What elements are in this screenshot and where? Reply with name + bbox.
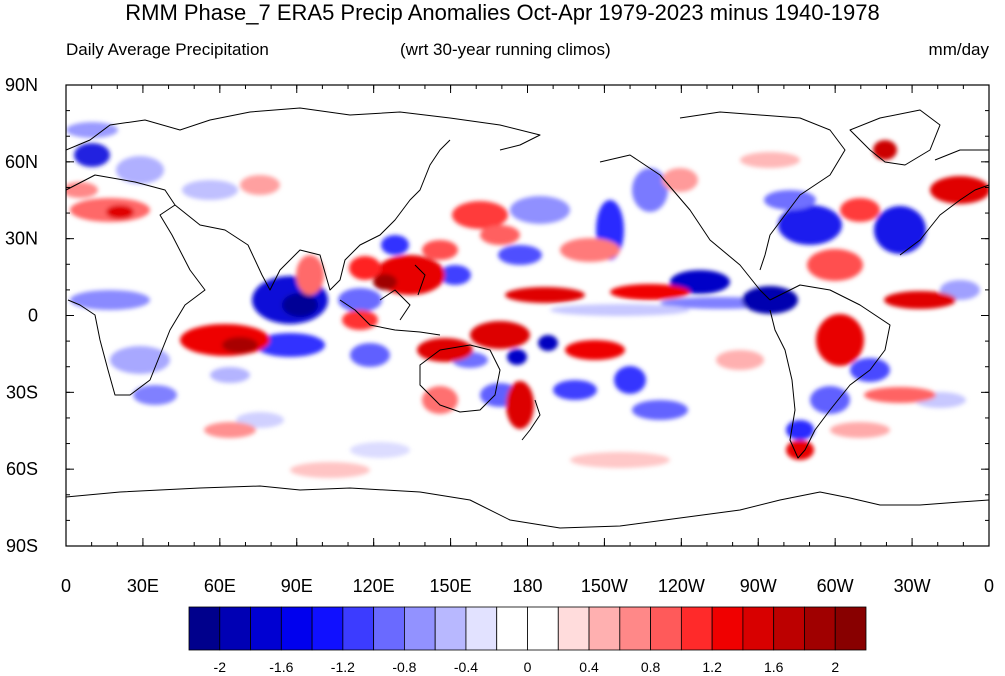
colorbar-swatch [773, 606, 805, 651]
coastline-australia [419, 344, 501, 413]
coastline-north-america [599, 111, 846, 301]
lon-tick-label: 150W [581, 576, 628, 596]
positive-anomalies [66, 140, 989, 478]
colorbar-swatch [742, 606, 775, 651]
colorbar: -2 -1.6 -1.2 -0.8 -0.4 0 0.4 0.8 1.2 1.6 2 [188, 606, 867, 675]
colorbar-swatch [527, 606, 559, 651]
lon-tick-label: 0 [61, 576, 71, 596]
map-background [66, 85, 989, 546]
colorbar-label: -0.4 [454, 659, 478, 675]
coastline-antarctica [66, 485, 989, 529]
plot-title: RMM Phase_7 ERA5 Precip Anomalies Oct-Ap… [125, 0, 880, 25]
lat-tick-label: 90S [6, 536, 38, 556]
lon-tick-label: 30E [127, 576, 159, 596]
lat-tick-label: 60N [5, 152, 38, 172]
coastline-europe [899, 149, 989, 256]
lon-tick-label: 90E [281, 576, 313, 596]
latitude-ticks: 90N 60N 30N 0 30S 60S 90S [5, 75, 989, 556]
colorbar-label: -1.6 [269, 659, 293, 675]
colorbar-label: 1.6 [764, 659, 784, 675]
colorbar-swatch [588, 606, 621, 651]
colorbar-swatch [496, 606, 528, 651]
colorbar-swatch [373, 606, 405, 651]
colorbar-swatch [619, 606, 651, 651]
coastline-greenland [849, 109, 941, 166]
colorbar-swatch [219, 606, 251, 651]
lon-tick-label: 150E [430, 576, 472, 596]
lon-tick-label: 90W [740, 576, 777, 596]
lat-tick-label: 60S [6, 459, 38, 479]
lon-tick-label: 0 [984, 576, 994, 596]
colorbar-swatch [342, 606, 375, 651]
lat-tick-label: 90N [5, 75, 38, 95]
lat-tick-label: 30N [5, 229, 38, 249]
colorbar-label: -1.2 [331, 659, 355, 675]
colorbar-swatch [434, 606, 467, 651]
lon-tick-label: 180 [512, 576, 542, 596]
colorbar-swatch [650, 606, 682, 651]
anomaly-field [66, 107, 989, 529]
lat-tick-label: 0 [28, 306, 38, 326]
colorbar-label: -2 [214, 659, 227, 675]
lon-tick-label: 60W [817, 576, 854, 596]
coastline-asia-south [174, 139, 451, 291]
lon-tick-label: 60E [204, 576, 236, 596]
colorbar-label: 1.2 [702, 659, 722, 675]
lon-tick-label: 120W [658, 576, 705, 596]
coastline-eurasia-north [66, 107, 541, 151]
colorbar-swatch [404, 606, 436, 651]
coastline-africa [66, 174, 206, 396]
colorbar-swatch [465, 606, 498, 651]
longitude-ticks: 0 30E 60E 90E 120E 150E 180 150W 120W 90W 60W 30W 0 [61, 85, 994, 596]
lon-tick-label: 30W [894, 576, 931, 596]
colorbar-label: 0.8 [641, 659, 661, 675]
colorbar-swatch [557, 606, 590, 651]
colorbar-swatch [280, 606, 313, 651]
colorbar-swatch [680, 606, 713, 651]
colorbar-swatch [188, 606, 221, 651]
colorbar-swatch [834, 606, 867, 651]
lat-tick-label: 30S [6, 382, 38, 402]
coastline-maritime-continent [339, 264, 441, 336]
colorbar-swatch [250, 606, 282, 651]
coastlines [66, 107, 989, 529]
coastline-new-zealand [521, 399, 541, 441]
colorbar-swatch [311, 606, 344, 651]
colorbar-label: 0 [524, 659, 532, 675]
subtitle-units: mm/day [928, 40, 989, 59]
colorbar-swatch [804, 606, 836, 651]
colorbar-label: 2 [831, 659, 839, 675]
subtitle-left: Daily Average Precipitation [66, 40, 269, 59]
colorbar-label: 0.4 [579, 659, 599, 675]
lon-tick-label: 120E [353, 576, 395, 596]
subtitle-center: (wrt 30-year running climos) [400, 40, 611, 59]
colorbar-swatch [711, 606, 744, 651]
colorbar-label: -0.8 [392, 659, 416, 675]
coastline-south-america [769, 284, 891, 459]
